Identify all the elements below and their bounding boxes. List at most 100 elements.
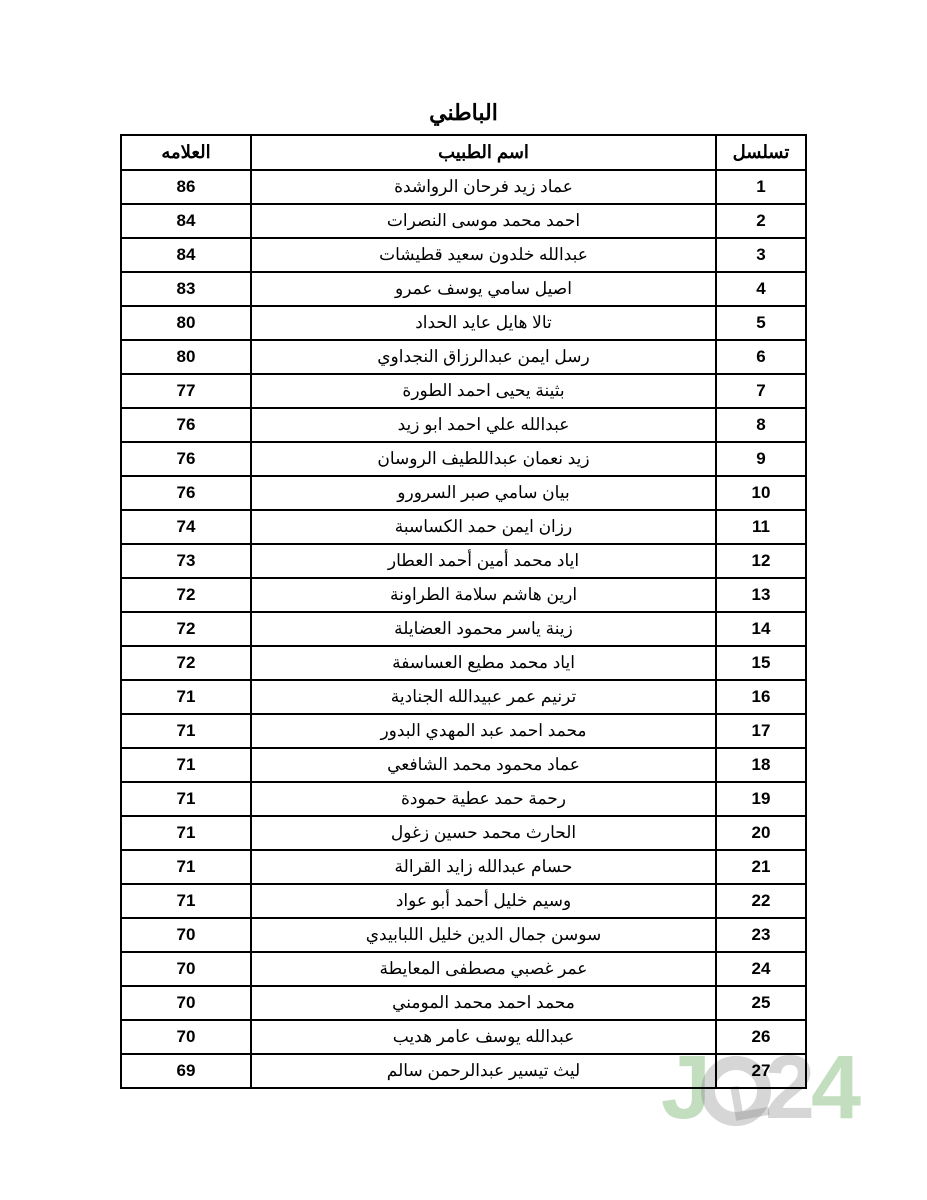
cell-grade: 71: [121, 680, 251, 714]
cell-seq: 24: [716, 952, 806, 986]
col-header-grade: العلامه: [121, 135, 251, 170]
cell-seq: 25: [716, 986, 806, 1020]
cell-name: الحارث محمد حسين زغول: [251, 816, 716, 850]
cell-seq: 1: [716, 170, 806, 204]
cell-grade: 72: [121, 578, 251, 612]
cell-name: محمد احمد عبد المهدي البدور: [251, 714, 716, 748]
document-page: الباطني تسلسل اسم الطبيب العلامه 1عماد ز…: [0, 0, 927, 1149]
cell-seq: 8: [716, 408, 806, 442]
cell-seq: 21: [716, 850, 806, 884]
cell-seq: 26: [716, 1020, 806, 1054]
table-row: 27ليث تيسير عبدالرحمن سالم69: [121, 1054, 806, 1088]
cell-grade: 76: [121, 442, 251, 476]
cell-name: ترنيم عمر عبيدالله الجنادية: [251, 680, 716, 714]
table-row: 2احمد محمد موسى النصرات84: [121, 204, 806, 238]
cell-seq: 3: [716, 238, 806, 272]
cell-name: بيان سامي صبر السرورو: [251, 476, 716, 510]
table-row: 13ارين هاشم سلامة الطراونة72: [121, 578, 806, 612]
cell-name: عبدالله خلدون سعيد قطيشات: [251, 238, 716, 272]
cell-grade: 71: [121, 748, 251, 782]
table-row: 24عمر غصبي مصطفى المعايطة70: [121, 952, 806, 986]
cell-name: حسام عبدالله زايد القرالة: [251, 850, 716, 884]
cell-seq: 20: [716, 816, 806, 850]
grades-table: تسلسل اسم الطبيب العلامه 1عماد زيد فرحان…: [120, 134, 807, 1089]
col-header-name: اسم الطبيب: [251, 135, 716, 170]
table-row: 16ترنيم عمر عبيدالله الجنادية71: [121, 680, 806, 714]
table-row: 19رحمة حمد عطية حمودة71: [121, 782, 806, 816]
cell-name: ليث تيسير عبدالرحمن سالم: [251, 1054, 716, 1088]
cell-name: عماد محمود محمد الشافعي: [251, 748, 716, 782]
cell-seq: 7: [716, 374, 806, 408]
cell-name: اياد محمد أمين أحمد العطار: [251, 544, 716, 578]
cell-grade: 76: [121, 408, 251, 442]
table-row: 3عبدالله خلدون سعيد قطيشات84: [121, 238, 806, 272]
page-title: الباطني: [120, 100, 807, 126]
cell-seq: 2: [716, 204, 806, 238]
cell-seq: 13: [716, 578, 806, 612]
cell-grade: 80: [121, 340, 251, 374]
cell-grade: 71: [121, 884, 251, 918]
table-row: 21حسام عبدالله زايد القرالة71: [121, 850, 806, 884]
cell-grade: 70: [121, 1020, 251, 1054]
table-row: 14زينة ياسر محمود العضايلة72: [121, 612, 806, 646]
cell-grade: 86: [121, 170, 251, 204]
cell-seq: 23: [716, 918, 806, 952]
cell-name: اياد محمد مطيع العساسفة: [251, 646, 716, 680]
cell-seq: 15: [716, 646, 806, 680]
cell-grade: 70: [121, 986, 251, 1020]
cell-seq: 16: [716, 680, 806, 714]
cell-grade: 84: [121, 238, 251, 272]
cell-grade: 80: [121, 306, 251, 340]
table-row: 25محمد احمد محمد المومني70: [121, 986, 806, 1020]
cell-grade: 71: [121, 816, 251, 850]
cell-grade: 72: [121, 612, 251, 646]
table-row: 23سوسن جمال الدين خليل اللبابيدي70: [121, 918, 806, 952]
table-row: 11رزان ايمن حمد الكساسبة74: [121, 510, 806, 544]
table-row: 10بيان سامي صبر السرورو76: [121, 476, 806, 510]
cell-seq: 22: [716, 884, 806, 918]
cell-name: عمر غصبي مصطفى المعايطة: [251, 952, 716, 986]
cell-seq: 19: [716, 782, 806, 816]
cell-name: رحمة حمد عطية حمودة: [251, 782, 716, 816]
cell-name: زينة ياسر محمود العضايلة: [251, 612, 716, 646]
cell-seq: 14: [716, 612, 806, 646]
cell-name: زيد نعمان عبداللطيف الروسان: [251, 442, 716, 476]
table-row: 7بثينة يحيى احمد الطورة77: [121, 374, 806, 408]
cell-seq: 17: [716, 714, 806, 748]
cell-grade: 73: [121, 544, 251, 578]
cell-grade: 74: [121, 510, 251, 544]
table-row: 17محمد احمد عبد المهدي البدور71: [121, 714, 806, 748]
cell-name: احمد محمد موسى النصرات: [251, 204, 716, 238]
table-row: 5تالا هايل عايد الحداد80: [121, 306, 806, 340]
cell-seq: 4: [716, 272, 806, 306]
cell-name: عماد زيد فرحان الرواشدة: [251, 170, 716, 204]
cell-seq: 11: [716, 510, 806, 544]
table-row: 8عبدالله علي احمد ابو زيد76: [121, 408, 806, 442]
table-row: 22وسيم خليل أحمد أبو عواد71: [121, 884, 806, 918]
cell-grade: 84: [121, 204, 251, 238]
cell-name: بثينة يحيى احمد الطورة: [251, 374, 716, 408]
cell-name: ارين هاشم سلامة الطراونة: [251, 578, 716, 612]
table-row: 6رسل ايمن عبدالرزاق النجداوي80: [121, 340, 806, 374]
cell-grade: 71: [121, 850, 251, 884]
cell-grade: 71: [121, 782, 251, 816]
table-row: 26عبدالله يوسف عامر هديب70: [121, 1020, 806, 1054]
cell-seq: 6: [716, 340, 806, 374]
cell-name: سوسن جمال الدين خليل اللبابيدي: [251, 918, 716, 952]
table-row: 1عماد زيد فرحان الرواشدة86: [121, 170, 806, 204]
cell-grade: 76: [121, 476, 251, 510]
table-body: 1عماد زيد فرحان الرواشدة862احمد محمد موس…: [121, 170, 806, 1088]
table-row: 15اياد محمد مطيع العساسفة72: [121, 646, 806, 680]
cell-name: تالا هايل عايد الحداد: [251, 306, 716, 340]
cell-seq: 12: [716, 544, 806, 578]
cell-grade: 77: [121, 374, 251, 408]
cell-name: رزان ايمن حمد الكساسبة: [251, 510, 716, 544]
cell-seq: 9: [716, 442, 806, 476]
cell-grade: 83: [121, 272, 251, 306]
cell-name: رسل ايمن عبدالرزاق النجداوي: [251, 340, 716, 374]
table-row: 12اياد محمد أمين أحمد العطار73: [121, 544, 806, 578]
table-header-row: تسلسل اسم الطبيب العلامه: [121, 135, 806, 170]
cell-name: محمد احمد محمد المومني: [251, 986, 716, 1020]
table-row: 9زيد نعمان عبداللطيف الروسان76: [121, 442, 806, 476]
cell-grade: 70: [121, 952, 251, 986]
